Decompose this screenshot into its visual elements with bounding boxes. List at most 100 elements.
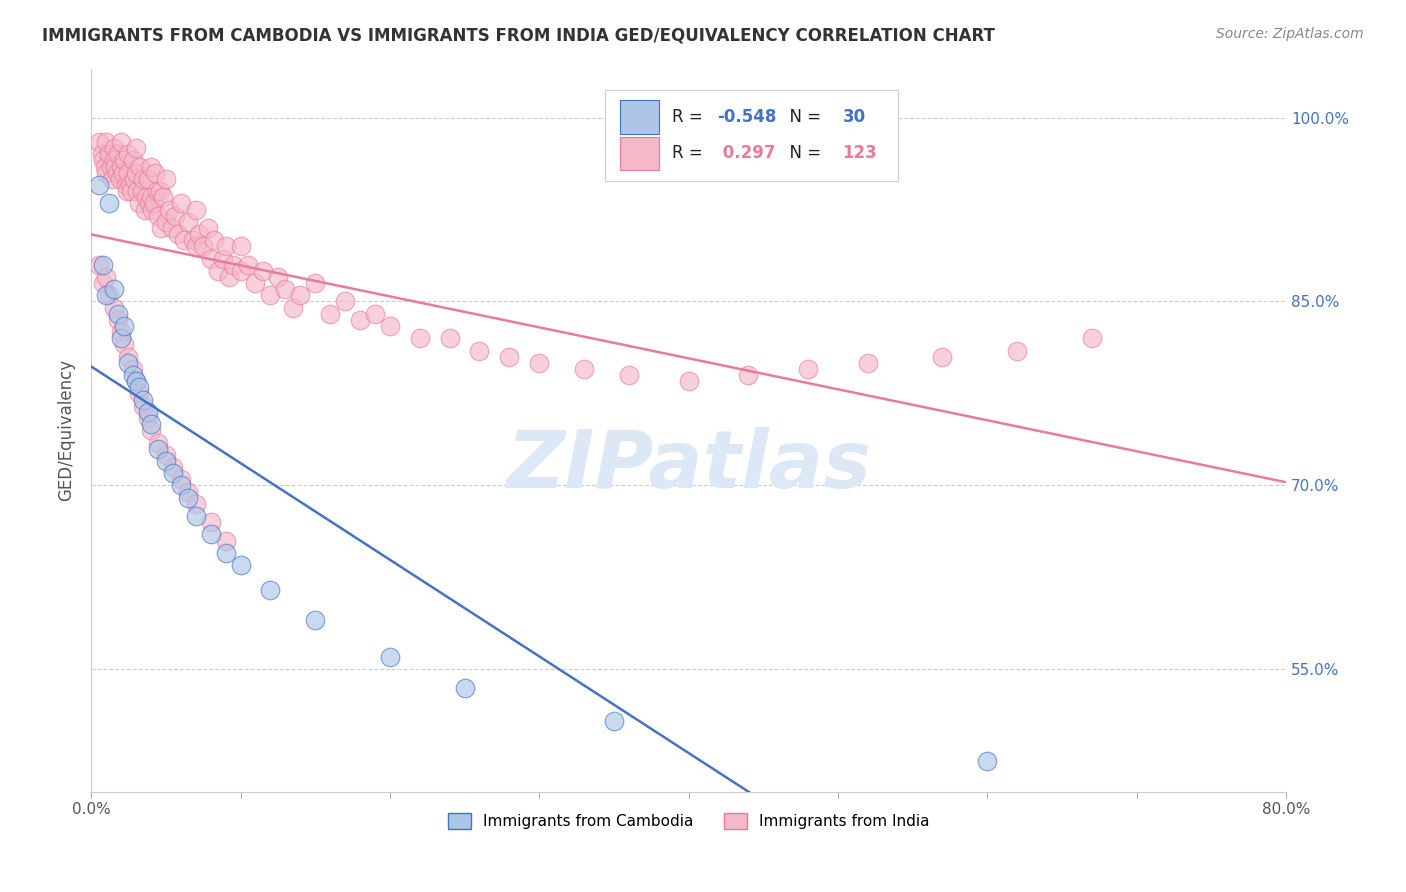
Point — [304, 276, 326, 290]
Point — [87, 258, 110, 272]
Text: 30: 30 — [842, 108, 866, 126]
Point — [138, 196, 160, 211]
Point — [617, 368, 640, 382]
Point — [132, 172, 155, 186]
Point — [529, 356, 551, 370]
Point — [162, 466, 184, 480]
Point — [737, 368, 759, 382]
Point — [139, 190, 162, 204]
Point — [439, 331, 461, 345]
Point — [453, 681, 475, 695]
Point — [122, 362, 145, 376]
Point — [148, 209, 170, 223]
Point — [184, 509, 207, 524]
Point — [200, 527, 222, 541]
Point — [202, 233, 225, 247]
Point — [148, 435, 170, 450]
Point — [170, 472, 193, 486]
Point — [103, 301, 125, 315]
Point — [200, 515, 222, 529]
Point — [91, 153, 114, 168]
Point — [136, 172, 159, 186]
Point — [141, 202, 163, 217]
Point — [166, 227, 188, 241]
Point — [122, 368, 145, 382]
Text: N =: N = — [779, 145, 827, 162]
Point — [104, 160, 127, 174]
Point — [87, 178, 110, 192]
Point — [117, 356, 139, 370]
Point — [498, 350, 520, 364]
Point — [173, 233, 195, 247]
Point — [197, 221, 219, 235]
Text: 123: 123 — [842, 145, 877, 162]
Point — [128, 386, 150, 401]
Legend: Immigrants from Cambodia, Immigrants from India: Immigrants from Cambodia, Immigrants fro… — [441, 806, 935, 835]
Point — [98, 147, 121, 161]
Point — [184, 202, 207, 217]
Point — [155, 172, 177, 186]
Point — [103, 282, 125, 296]
Point — [229, 264, 252, 278]
Text: Source: ZipAtlas.com: Source: ZipAtlas.com — [1216, 27, 1364, 41]
Point — [125, 374, 148, 388]
Point — [229, 239, 252, 253]
Point — [177, 484, 200, 499]
Point — [160, 221, 183, 235]
Text: 0.297: 0.297 — [717, 145, 776, 162]
Point — [603, 714, 626, 728]
Point — [162, 460, 184, 475]
Point — [139, 417, 162, 431]
Point — [117, 147, 139, 161]
Point — [107, 313, 129, 327]
Point — [98, 288, 121, 302]
Point — [107, 147, 129, 161]
FancyBboxPatch shape — [620, 136, 658, 169]
Point — [797, 362, 820, 376]
Point — [110, 135, 132, 149]
Point — [131, 184, 153, 198]
Point — [125, 374, 148, 388]
Point — [125, 166, 148, 180]
Point — [236, 258, 259, 272]
Point — [122, 153, 145, 168]
Point — [146, 184, 169, 198]
Point — [191, 239, 214, 253]
Point — [214, 239, 236, 253]
Point — [117, 350, 139, 364]
Point — [136, 405, 159, 419]
Point — [281, 301, 304, 315]
FancyBboxPatch shape — [620, 101, 658, 134]
Point — [267, 270, 290, 285]
Point — [125, 141, 148, 155]
Point — [127, 184, 149, 198]
Point — [101, 172, 124, 186]
Point — [100, 160, 122, 174]
Text: R =: R = — [672, 108, 707, 126]
Point — [94, 135, 117, 149]
Point — [931, 350, 953, 364]
Point — [364, 307, 387, 321]
Point — [111, 166, 134, 180]
Point — [177, 491, 200, 505]
Point — [90, 147, 112, 161]
Point — [155, 448, 177, 462]
Point — [149, 184, 172, 198]
Point — [121, 184, 143, 198]
Text: -0.548: -0.548 — [717, 108, 776, 126]
Point — [170, 478, 193, 492]
Point — [110, 325, 132, 339]
Point — [218, 270, 240, 285]
Point — [184, 497, 207, 511]
Point — [93, 160, 115, 174]
Point — [87, 135, 110, 149]
Point — [1081, 331, 1104, 345]
Point — [110, 331, 132, 345]
Point — [976, 754, 998, 768]
Point — [155, 454, 177, 468]
Point — [128, 380, 150, 394]
Point — [132, 399, 155, 413]
Point — [304, 613, 326, 627]
Point — [98, 196, 121, 211]
Point — [132, 392, 155, 407]
